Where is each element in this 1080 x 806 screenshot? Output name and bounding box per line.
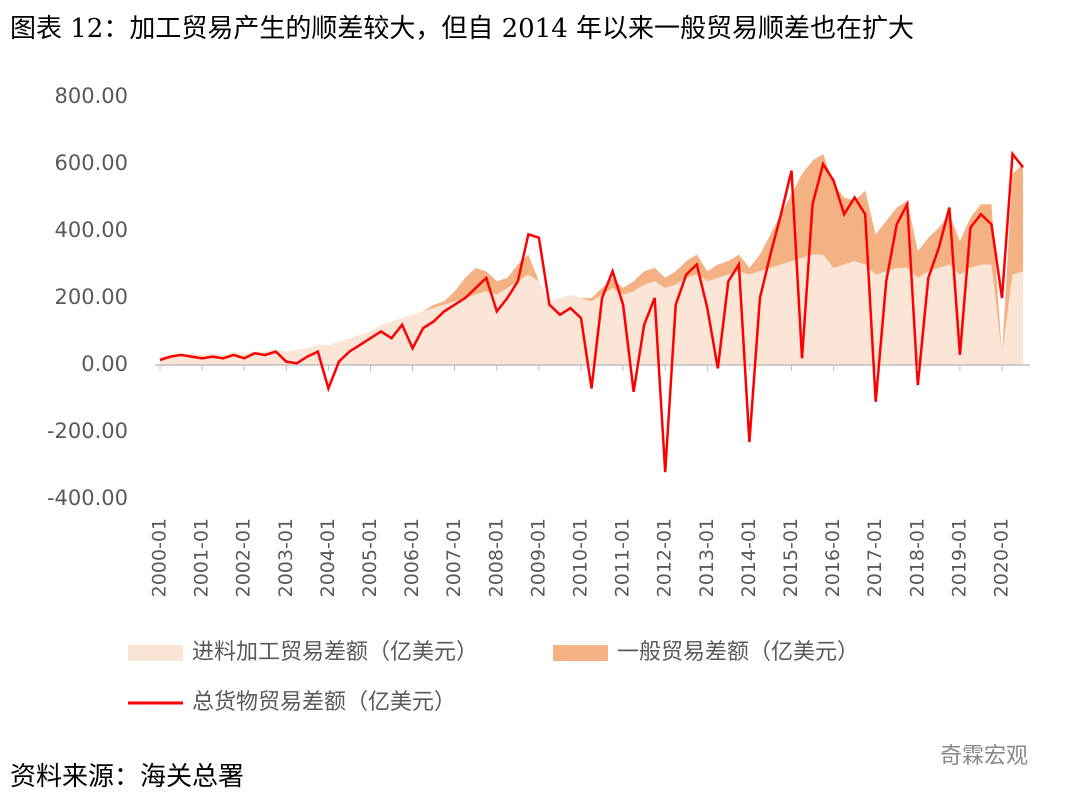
y-tick-label: 600.00 <box>55 151 128 175</box>
x-tick-label: 2009-01 <box>527 518 549 597</box>
x-tick-label: 2017-01 <box>864 518 886 597</box>
x-tick-label: 2005-01 <box>359 518 381 597</box>
x-tick-label: 2020-01 <box>991 518 1013 597</box>
x-tick-label: 2010-01 <box>570 518 592 597</box>
chart-title: 图表 12：加工贸易产生的顺差较大，但自 2014 年以来一般贸易顺差也在扩大 <box>10 14 914 44</box>
line <box>159 150 1025 473</box>
watermark: 奇霖宏观 <box>940 744 1028 769</box>
legend-swatch <box>128 645 183 661</box>
y-tick-label: -400.00 <box>47 486 128 510</box>
x-tick-label: 2003-01 <box>275 518 297 597</box>
legend-swatch <box>553 645 608 661</box>
y-tick-label: 200.00 <box>55 285 128 309</box>
x-tick-label: 2011-01 <box>612 518 634 597</box>
legend-label: 一般贸易差额（亿美元） <box>617 640 859 665</box>
legend-label: 总货物贸易差额（亿美元） <box>192 690 456 715</box>
area <box>160 153 1024 357</box>
x-tick-label: 2019-01 <box>948 518 970 597</box>
source-note: 资料来源：海关总署 <box>10 762 244 792</box>
x-tick-label: 2000-01 <box>149 518 171 597</box>
y-tick-label: 400.00 <box>55 218 128 242</box>
x-tick-label: 2012-01 <box>654 518 676 597</box>
x-tick-label: 2006-01 <box>401 518 423 597</box>
x-tick-label: 2001-01 <box>191 518 213 597</box>
legend-label: 进料加工贸易差额（亿美元） <box>192 640 478 665</box>
y-tick-label: 0.00 <box>81 352 128 376</box>
y-tick-label: 800.00 <box>55 84 128 108</box>
x-tick-label: 2008-01 <box>485 518 507 597</box>
x-tick-label: 2002-01 <box>233 518 255 597</box>
x-tick-label: 2004-01 <box>317 518 339 597</box>
x-tick-label: 2015-01 <box>780 518 802 597</box>
x-tick-label: 2016-01 <box>822 518 844 597</box>
area <box>160 254 1024 365</box>
y-tick-label: -200.00 <box>47 419 128 443</box>
x-tick-label: 2007-01 <box>443 518 465 597</box>
x-tick-label: 2018-01 <box>906 518 928 597</box>
x-tick-label: 2014-01 <box>738 518 760 597</box>
x-tick-label: 2013-01 <box>696 518 718 597</box>
